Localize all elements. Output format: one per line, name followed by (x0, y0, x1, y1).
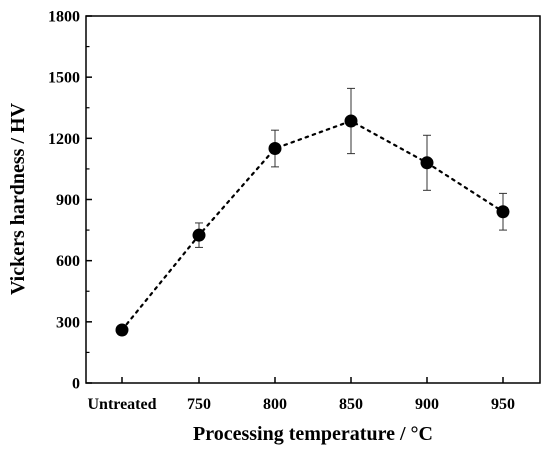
x-tick-label: 950 (491, 396, 515, 413)
y-tick-label: 1800 (48, 9, 80, 26)
data-point (496, 205, 510, 219)
y-axis: 0 300 600 900 1200 1500 1800 (48, 9, 92, 393)
data-point (420, 156, 434, 170)
x-tick-label: Untreated (87, 396, 156, 413)
x-tick-label: 900 (415, 396, 439, 413)
plot-frame (85, 15, 541, 384)
x-tick-label: 800 (263, 396, 287, 413)
data-point (268, 142, 282, 156)
data-point (192, 228, 206, 242)
y-axis-title: Vickers hardness / HV (7, 102, 29, 295)
y-tick-label: 600 (56, 253, 80, 270)
x-axis: Untreated 750 800 850 900 950 (87, 377, 515, 413)
data-point (115, 323, 129, 337)
y-tick-label: 900 (56, 192, 80, 209)
x-axis-title: Processing temperature / °C (193, 423, 433, 445)
y-tick-label: 1200 (48, 131, 80, 148)
x-tick-label: 850 (339, 396, 363, 413)
y-tick-label: 0 (72, 376, 80, 393)
data-point (344, 114, 358, 128)
y-tick-label: 1500 (48, 70, 80, 87)
y-tick-label: 300 (56, 314, 80, 331)
data-series (115, 87, 510, 337)
series-connector-line (120, 119, 505, 332)
x-tick-label: 750 (187, 396, 211, 413)
